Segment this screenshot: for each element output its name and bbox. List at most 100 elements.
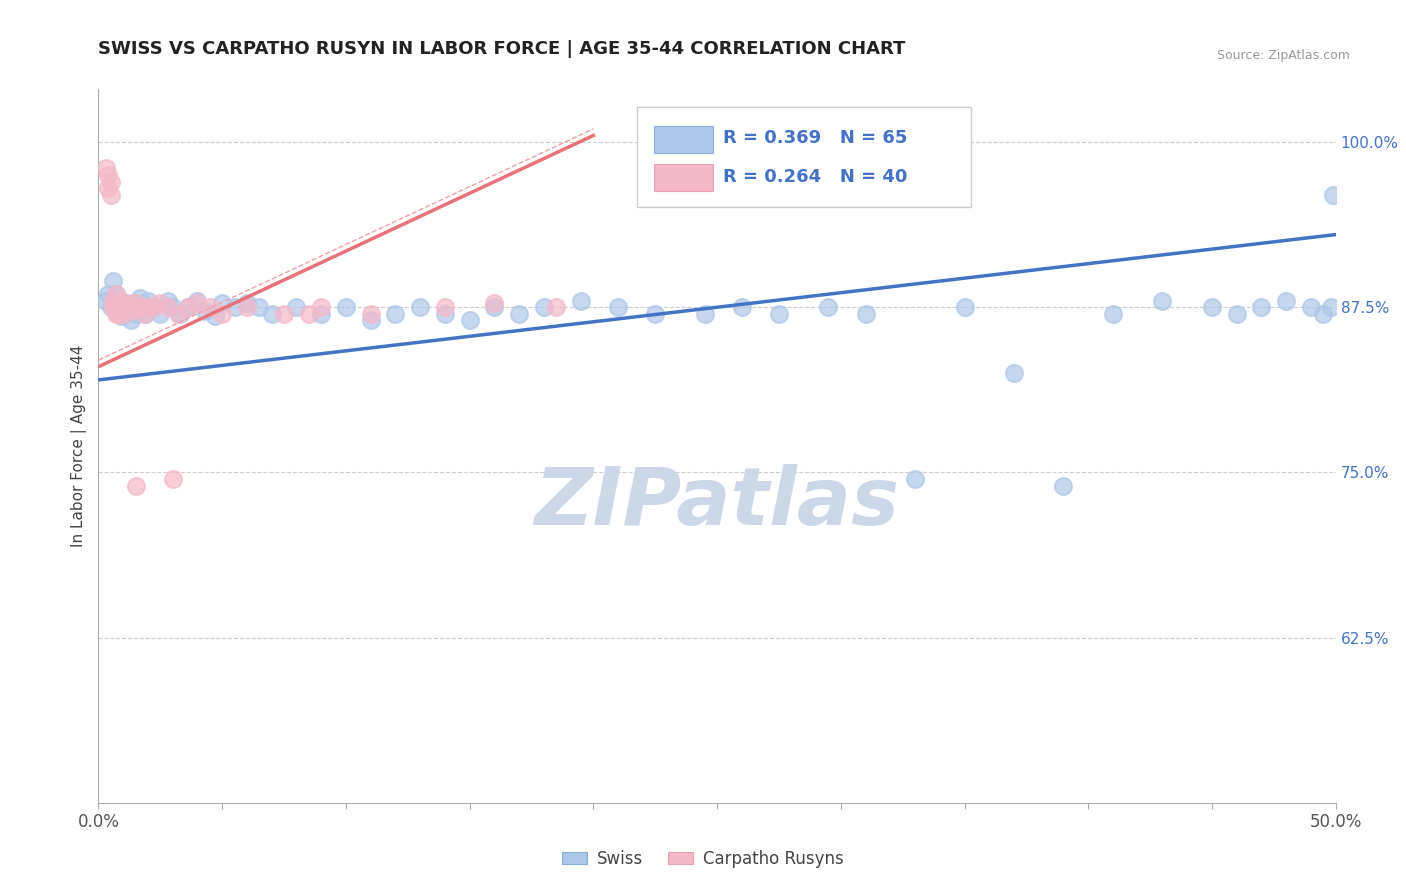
Point (247, 300, 270, 314)
Point (1250, 300, 1272, 314)
Point (533, 300, 555, 314)
Point (124, 478, 146, 492)
Point (97, 287, 120, 301)
Point (433, 300, 456, 314)
Point (136, 300, 159, 314)
FancyBboxPatch shape (654, 126, 713, 153)
Point (103, 274, 125, 288)
Y-axis label: In Labor Force | Age 35-44: In Labor Force | Age 35-44 (72, 345, 87, 547)
Point (309, 307, 332, 321)
Point (953, 300, 976, 314)
Point (117, 304, 139, 318)
Point (120, 304, 142, 318)
Point (360, 307, 382, 321)
Point (360, 313, 382, 327)
Point (1312, 307, 1334, 321)
Point (107, 304, 129, 318)
Point (112, 307, 135, 321)
Point (97, 168, 120, 182)
Point (186, 296, 208, 310)
Point (285, 300, 308, 314)
Point (142, 300, 165, 314)
Point (508, 307, 530, 321)
Point (100, 188, 122, 202)
Text: R = 0.264   N = 40: R = 0.264 N = 40 (723, 168, 908, 186)
Point (186, 293, 208, 308)
Point (1299, 300, 1322, 314)
Point (855, 307, 877, 321)
Point (198, 300, 221, 314)
Point (100, 300, 122, 314)
Point (129, 300, 152, 314)
Point (134, 307, 156, 321)
Point (211, 307, 233, 321)
Text: R = 0.369   N = 65: R = 0.369 N = 65 (723, 129, 908, 147)
Point (107, 307, 129, 321)
Point (97, 181, 120, 195)
Point (103, 293, 125, 308)
Point (1226, 307, 1249, 321)
Point (132, 300, 155, 314)
Point (114, 296, 136, 310)
Point (224, 300, 246, 314)
Point (260, 307, 283, 321)
Point (110, 293, 132, 308)
Point (904, 472, 927, 486)
Point (1201, 300, 1223, 314)
Point (1322, 188, 1344, 202)
Point (110, 300, 132, 314)
Point (484, 296, 506, 310)
Point (122, 296, 145, 310)
Legend: Swiss, Carpatho Rusyns: Swiss, Carpatho Rusyns (555, 844, 851, 875)
Point (156, 300, 179, 314)
Point (124, 307, 146, 321)
Point (1319, 300, 1341, 314)
Point (458, 313, 481, 327)
Point (1002, 367, 1025, 381)
Point (120, 313, 142, 327)
Point (484, 300, 506, 314)
Point (644, 307, 666, 321)
Point (1102, 307, 1125, 321)
Point (1052, 478, 1074, 492)
Point (149, 296, 172, 310)
Point (142, 300, 165, 314)
Point (117, 300, 139, 314)
Point (176, 300, 198, 314)
Point (384, 307, 406, 321)
Point (129, 291, 152, 305)
Point (127, 300, 149, 314)
Point (569, 293, 592, 308)
Point (134, 307, 156, 321)
Point (693, 307, 716, 321)
Point (149, 307, 172, 321)
Point (298, 307, 321, 321)
FancyBboxPatch shape (637, 107, 970, 207)
Point (204, 310, 226, 324)
Point (236, 296, 259, 310)
Point (104, 307, 127, 321)
Point (114, 300, 136, 314)
Point (309, 300, 332, 314)
FancyBboxPatch shape (654, 164, 713, 191)
Text: SWISS VS CARPATHO RUSYN IN LABOR FORCE | AGE 35-44 CORRELATION CHART: SWISS VS CARPATHO RUSYN IN LABOR FORCE |… (98, 40, 905, 58)
Text: ZIPatlas: ZIPatlas (534, 464, 900, 542)
Point (273, 307, 295, 321)
Point (546, 300, 568, 314)
Point (236, 300, 259, 314)
Point (94, 161, 117, 176)
Point (162, 472, 184, 486)
Point (1152, 293, 1174, 308)
Point (211, 296, 233, 310)
Point (112, 300, 135, 314)
Point (607, 300, 630, 314)
Point (433, 307, 456, 321)
Point (104, 287, 127, 301)
Point (817, 300, 839, 314)
Point (162, 300, 184, 314)
Point (100, 175, 122, 189)
Point (194, 304, 217, 318)
Text: Source: ZipAtlas.com: Source: ZipAtlas.com (1216, 49, 1350, 62)
Point (731, 300, 754, 314)
Point (136, 293, 159, 308)
